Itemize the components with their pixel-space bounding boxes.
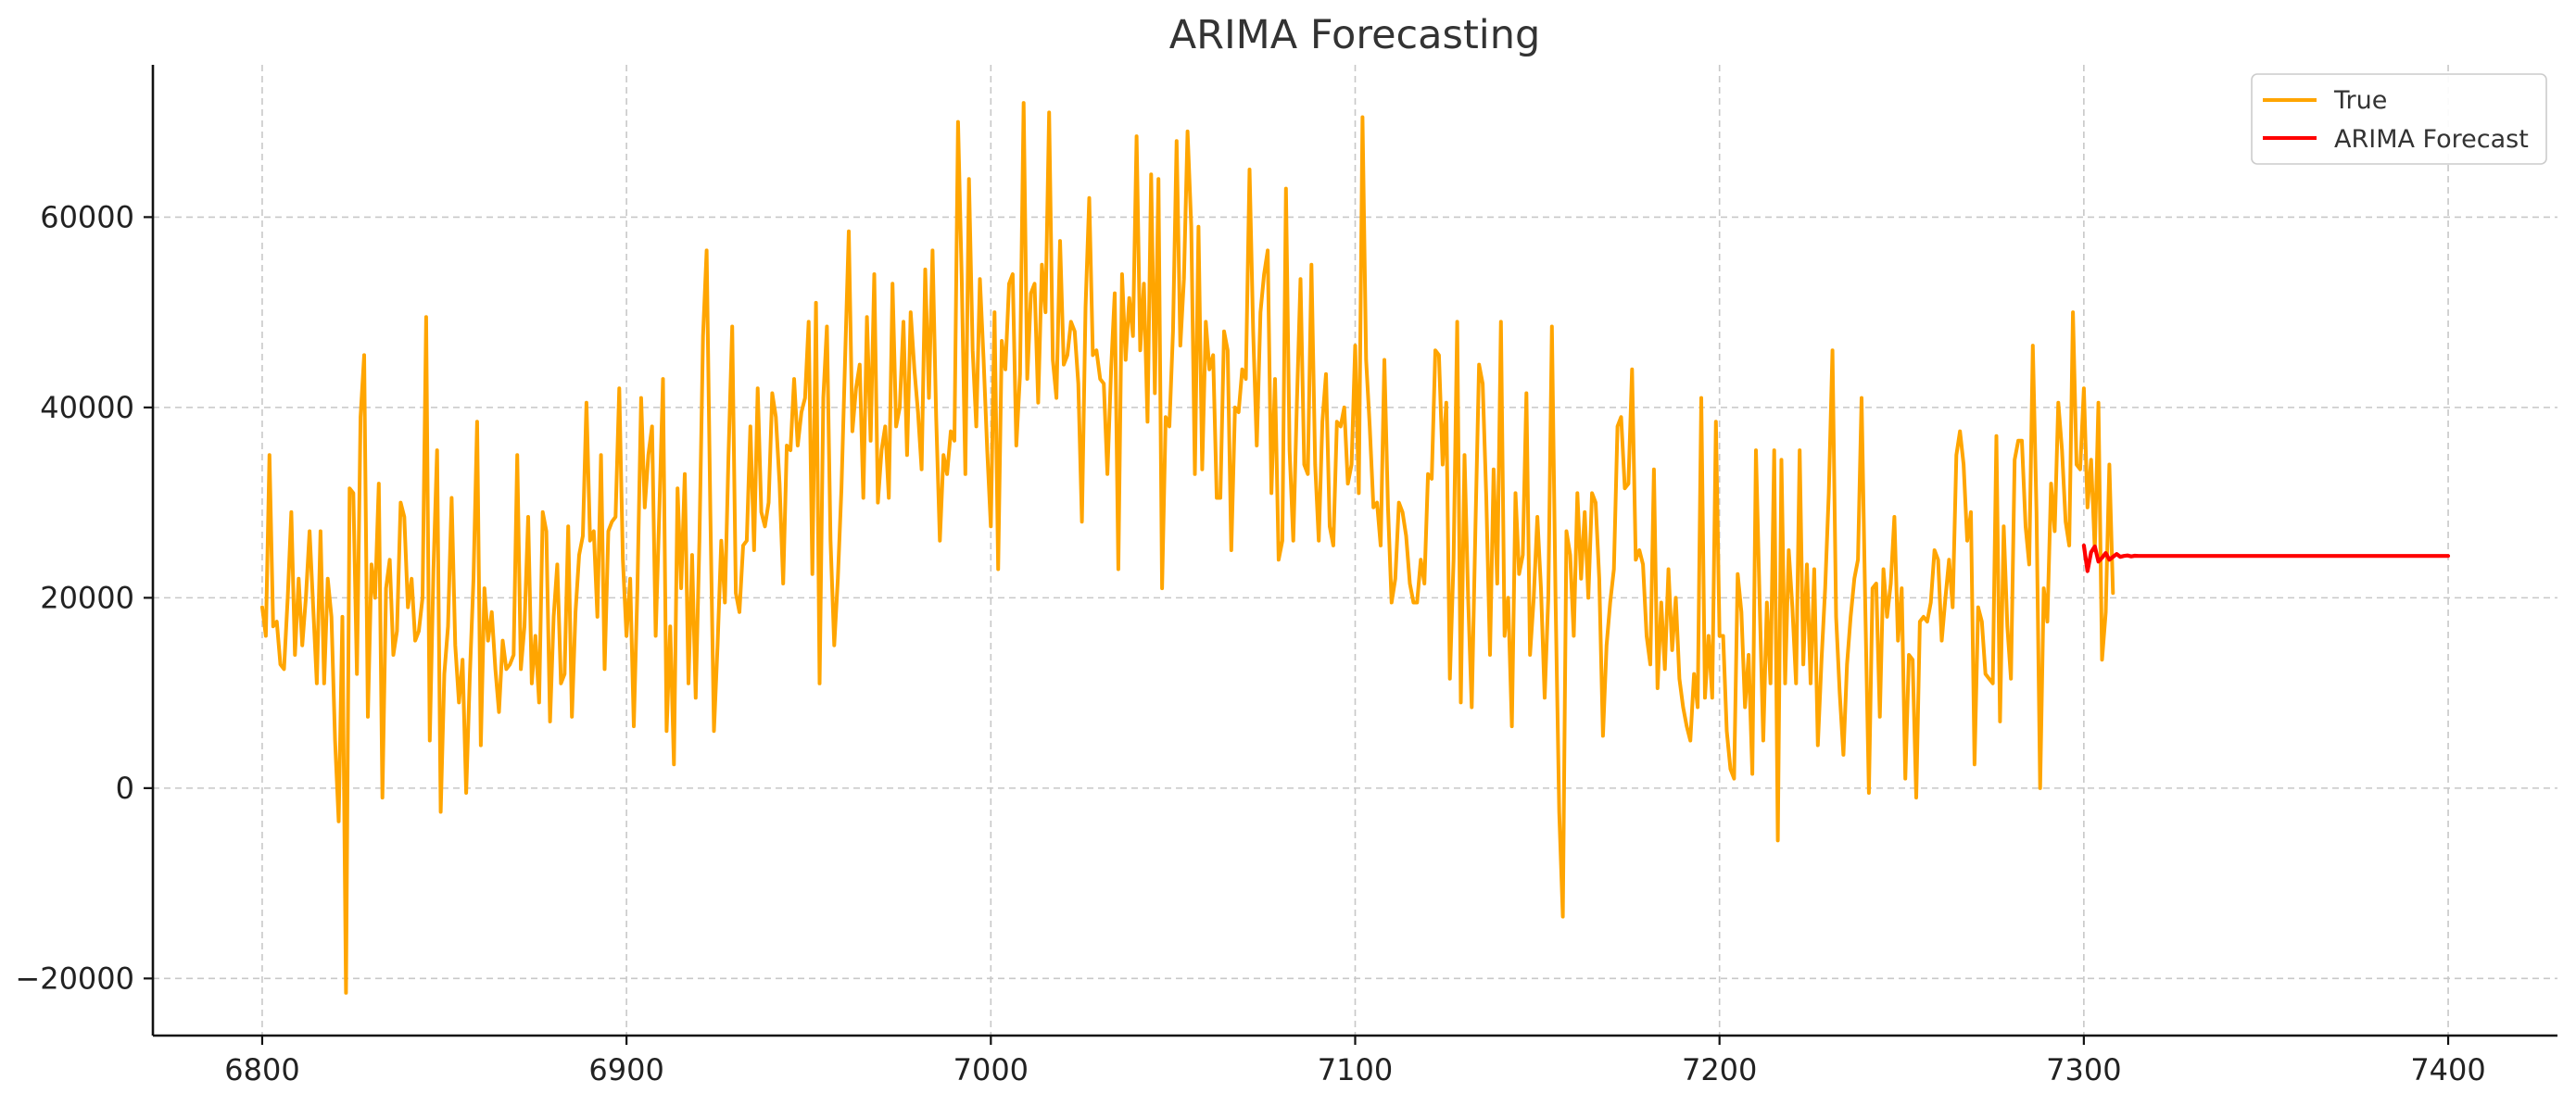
- y-tick-label: 0: [116, 771, 134, 806]
- legend-label-true: True: [2333, 86, 2387, 115]
- chart-title: ARIMA Forecasting: [1169, 12, 1541, 58]
- tick-labels: 6800 6900 7000 7100 7200 7300 7400 −20000 0 20000…: [15, 199, 2485, 1087]
- grid-lines: [153, 65, 2557, 1036]
- legend-box: [2251, 73, 2547, 165]
- legend: True ARIMA Forecast: [2251, 73, 2547, 165]
- legend-label-arima-forecast: ARIMA Forecast: [2334, 125, 2529, 154]
- x-tick-label: 6900: [588, 1052, 663, 1087]
- x-tick-label: 7100: [1318, 1052, 1393, 1087]
- y-tick-label: −20000: [15, 961, 134, 996]
- x-tick-label: 7000: [953, 1052, 1029, 1087]
- series-layer: [260, 101, 2451, 995]
- series-line-true: [260, 101, 2115, 995]
- series-line-arima-forecast: [2081, 543, 2451, 573]
- x-tick-label: 6800: [224, 1052, 299, 1087]
- x-tick-label: 7300: [2046, 1052, 2121, 1087]
- y-tick-label: 20000: [40, 580, 134, 615]
- x-tick-label: 7200: [1682, 1052, 1757, 1087]
- x-tick-label: 7400: [2410, 1052, 2485, 1087]
- y-tick-label: 60000: [40, 199, 134, 234]
- y-tick-label: 40000: [40, 390, 134, 425]
